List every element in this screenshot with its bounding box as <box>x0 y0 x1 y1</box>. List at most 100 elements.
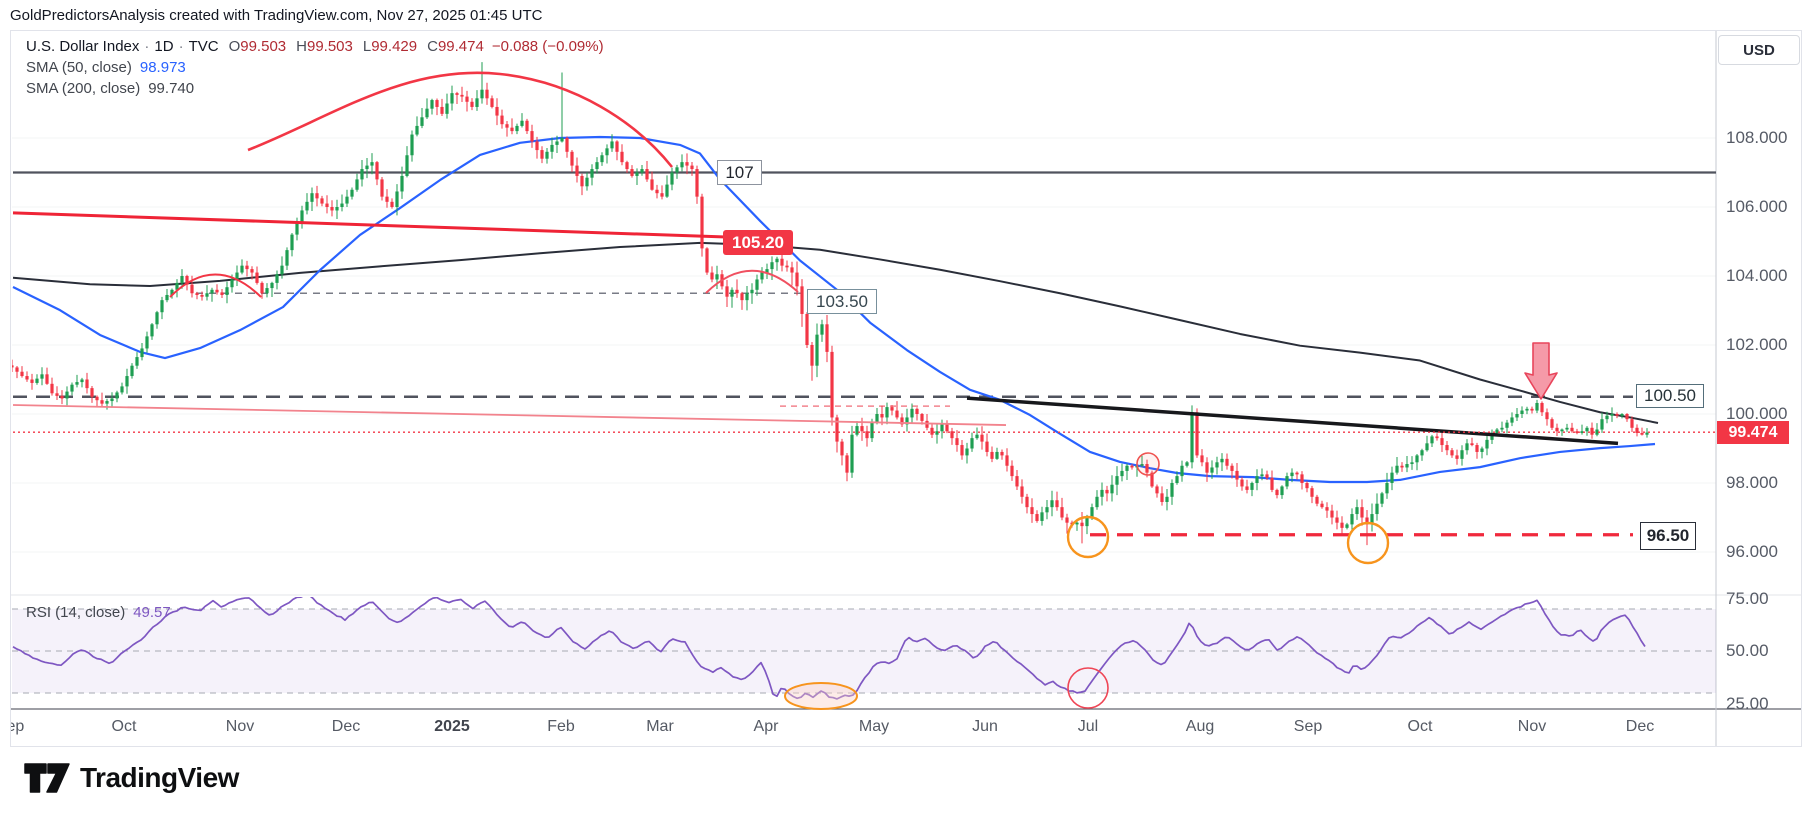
time-axis-label: Sep <box>11 718 25 735</box>
price-pane <box>12 62 1716 565</box>
candle-body <box>1640 432 1644 435</box>
candle-body <box>920 414 924 421</box>
candle-body <box>905 417 909 425</box>
candle-body <box>1170 483 1174 497</box>
candle-body <box>1010 465 1014 477</box>
candle-body <box>1445 445 1449 451</box>
level-label-96-50[interactable]: 96.50 <box>1640 522 1696 550</box>
candle-body <box>45 374 49 384</box>
candle-body <box>1190 412 1194 463</box>
candle-body <box>350 189 354 197</box>
candle-body <box>1295 472 1299 475</box>
candle-body <box>65 391 69 399</box>
orange-circle-jul-low <box>1066 515 1110 559</box>
candle-body <box>1645 432 1649 435</box>
level-label-107[interactable]: 107 <box>717 160 762 185</box>
candle-body <box>575 165 579 176</box>
candle-body <box>1500 427 1504 430</box>
candle-body <box>635 172 639 176</box>
candle-body <box>1375 503 1379 515</box>
tradingview-logo[interactable]: TradingView <box>24 762 239 794</box>
candle-body <box>100 400 104 404</box>
candle-body <box>1245 486 1249 490</box>
level-label-100-50[interactable]: 100.50 <box>1636 384 1704 408</box>
candle-body <box>400 175 404 192</box>
level-badge-105-20[interactable]: 105.20 <box>723 230 793 255</box>
candle-body <box>180 276 184 283</box>
candle-body <box>1000 451 1004 456</box>
candle-body <box>1360 507 1364 518</box>
time-axis-label: Mar <box>646 718 674 735</box>
candle-body <box>725 286 729 297</box>
candle-body <box>1230 465 1234 471</box>
candle-body <box>1470 443 1474 446</box>
candle-body <box>485 89 489 99</box>
candle-body <box>1505 422 1509 428</box>
candle-body <box>815 334 819 366</box>
candle-body <box>195 293 199 295</box>
candle-body <box>765 269 769 273</box>
candle-body <box>655 189 659 194</box>
candle-body <box>1075 522 1079 525</box>
candle-body <box>435 100 439 107</box>
candle-body <box>1110 484 1114 494</box>
candle-body <box>1345 524 1349 528</box>
candle-body <box>1290 472 1294 477</box>
ohlc-key: O <box>228 38 241 55</box>
tradingview-logo-icon <box>24 763 70 793</box>
symbol-title[interactable]: U.S. Dollar Index <box>26 38 140 55</box>
candle-body <box>25 376 29 380</box>
candle-body <box>85 379 89 389</box>
candle-body <box>870 422 874 439</box>
candle-body <box>1400 465 1404 468</box>
candle-body <box>590 169 594 178</box>
candle-body <box>415 125 419 135</box>
rsi-label: RSI (14, close) <box>26 604 126 621</box>
candle-body <box>865 431 869 439</box>
candle-body <box>1615 414 1619 416</box>
candle-body <box>1520 410 1524 414</box>
candle-body <box>305 201 309 211</box>
candle-body <box>585 177 589 187</box>
candle-body <box>450 93 454 104</box>
candle-body <box>1550 419 1554 428</box>
candle-body <box>1160 493 1164 502</box>
candle-body <box>890 407 894 411</box>
candle-body <box>900 417 904 425</box>
candle-body <box>135 357 139 366</box>
candle-body <box>245 265 249 270</box>
candle-body <box>670 172 674 185</box>
candle-body <box>1430 436 1434 444</box>
time-axis-label: Apr <box>753 718 779 735</box>
candle-body <box>825 324 829 352</box>
candle-body <box>1425 443 1429 451</box>
candle-body <box>980 434 984 442</box>
ohlc-values: O99.503 H99.503 L99.429 C99.474 <box>219 38 484 55</box>
candle-body <box>500 115 504 125</box>
timeframe-label[interactable]: 1D <box>154 38 174 55</box>
candle-body <box>595 162 599 170</box>
currency-chip[interactable]: USD <box>1718 35 1800 65</box>
candle-body <box>965 448 969 456</box>
time-axis-label: May <box>858 718 890 735</box>
candle-body <box>560 138 564 142</box>
candle-body <box>775 258 779 263</box>
candle-body <box>780 258 784 266</box>
candle-body <box>1055 500 1059 508</box>
candle-body <box>1630 419 1634 428</box>
candle-body <box>715 274 719 280</box>
candle-body <box>455 93 459 95</box>
candle-body <box>220 292 224 295</box>
time-axis-label: Feb <box>547 718 575 735</box>
candle-body <box>1525 408 1529 411</box>
candle-body <box>445 103 449 114</box>
candle-body <box>1020 486 1024 497</box>
candle-body <box>755 279 759 290</box>
time-axis-label: Nov <box>225 718 255 735</box>
candle-body <box>325 203 329 207</box>
candle-body <box>1495 429 1499 433</box>
level-label-103-50[interactable]: 103.50 <box>807 289 877 314</box>
time-axis[interactable]: Sep Oct Nov Dec 2025 Feb Mar Apr May Jun Jul Aug Sep… <box>11 712 1716 746</box>
rsi-value: 49.57 <box>133 604 171 621</box>
